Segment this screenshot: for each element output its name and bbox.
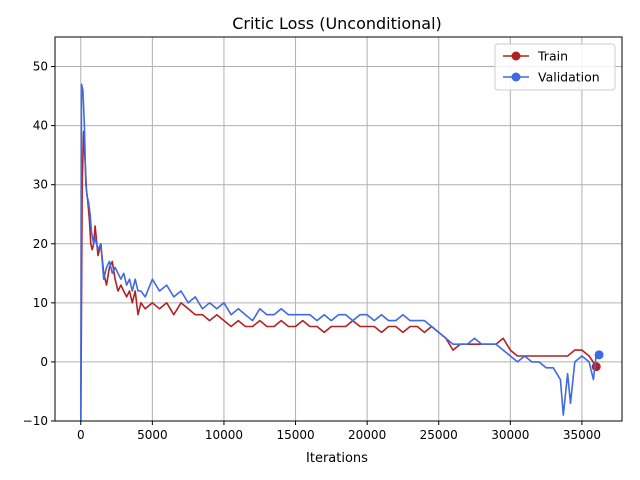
x-tick-label: 15000 — [276, 428, 314, 442]
y-axis-ticks: −10 0 10 20 30 40 50 — [23, 60, 55, 428]
y-tick-label: 20 — [33, 237, 48, 251]
series-layer — [80, 83, 604, 421]
x-tick-label: 5000 — [137, 428, 168, 442]
y-tick-label: 10 — [33, 296, 48, 310]
y-tick-label: 40 — [33, 119, 48, 133]
x-tick-label: 10000 — [205, 428, 243, 442]
y-tick-label: 0 — [40, 355, 48, 369]
x-axis-ticks: 0 5000 10000 15000 20000 25000 30000 35000 — [77, 421, 601, 442]
plot-frame — [54, 36, 623, 422]
legend-marker-train — [511, 51, 521, 61]
legend: Train Validation — [494, 43, 616, 91]
x-tick-label: 20000 — [348, 428, 386, 442]
validation-end-marker — [594, 350, 604, 360]
legend-label-train: Train — [537, 49, 568, 64]
x-tick-label: 35000 — [563, 428, 601, 442]
y-tick-label: 50 — [33, 60, 48, 74]
legend-label-validation: Validation — [538, 70, 600, 85]
y-tick-label: 30 — [33, 178, 48, 192]
validation-series-line — [80, 83, 600, 421]
y-tick-label: −10 — [23, 414, 48, 428]
train-end-marker — [591, 362, 601, 372]
x-tick-label: 0 — [77, 428, 85, 442]
legend-marker-validation — [511, 72, 521, 82]
chart-title: Critic Loss (Unconditional) — [232, 14, 442, 33]
x-axis-label: Iterations — [306, 451, 368, 466]
x-tick-label: 30000 — [491, 428, 529, 442]
x-tick-label: 25000 — [420, 428, 458, 442]
